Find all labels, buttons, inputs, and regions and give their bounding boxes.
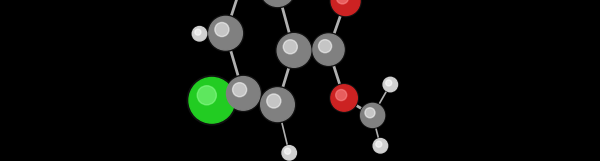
Circle shape [233,83,247,97]
Circle shape [373,139,388,153]
Circle shape [267,94,281,108]
Circle shape [282,146,296,160]
Circle shape [281,145,297,161]
Circle shape [195,29,201,35]
Circle shape [386,80,392,86]
Circle shape [383,77,398,92]
Circle shape [277,34,311,67]
Circle shape [189,77,235,123]
Circle shape [330,84,358,112]
Circle shape [192,26,207,42]
Circle shape [259,0,296,8]
Circle shape [283,40,298,54]
Circle shape [260,0,295,6]
Circle shape [215,23,229,37]
Circle shape [197,86,217,105]
Circle shape [331,85,357,111]
Circle shape [260,88,295,122]
Circle shape [284,148,290,154]
Circle shape [208,15,244,51]
Circle shape [319,40,332,53]
Circle shape [337,0,349,4]
Circle shape [227,77,260,110]
Circle shape [209,16,242,50]
Circle shape [259,86,296,123]
Circle shape [187,76,236,125]
Circle shape [225,75,262,112]
Circle shape [361,103,385,127]
Circle shape [330,0,361,17]
Circle shape [276,32,312,69]
Circle shape [376,141,382,147]
Circle shape [313,34,344,65]
Circle shape [383,77,398,92]
Circle shape [331,0,360,15]
Circle shape [365,108,375,118]
Circle shape [359,102,386,128]
Circle shape [373,138,388,154]
Circle shape [335,90,347,101]
Circle shape [311,33,346,66]
Circle shape [193,27,206,41]
